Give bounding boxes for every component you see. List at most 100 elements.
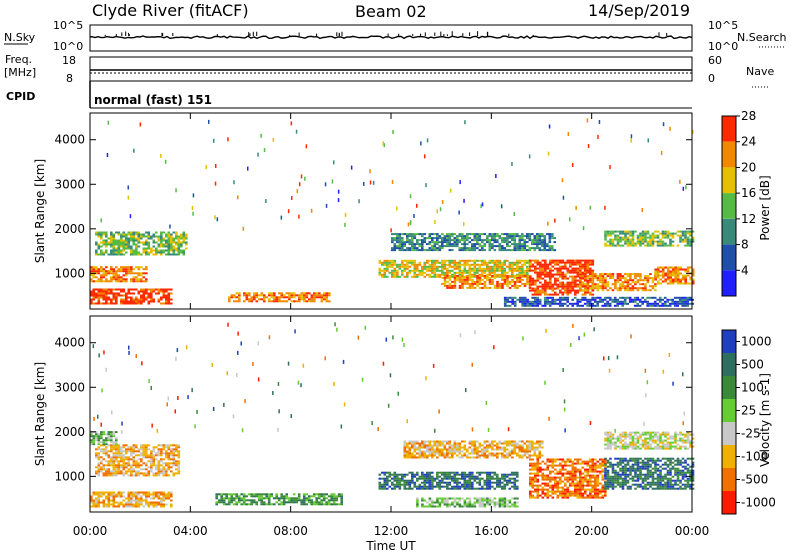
scatter-cell [518,241,522,244]
scatter-cell [157,237,161,240]
scatter-cell [418,452,422,455]
scatter-cell [638,304,642,307]
scatter-cell [325,493,328,496]
scatter-cell [157,288,161,291]
scatter-cell [534,480,537,483]
scatter-cell [478,259,482,262]
scatter-cell [473,487,477,490]
scatter-cell [413,442,417,445]
scatter-cell [473,233,477,236]
scatter-cell [446,280,449,283]
scatter-cell [536,277,540,280]
scatter-cell [466,274,469,277]
scatter-cell [686,232,690,235]
scatter-cell [122,456,126,459]
scatter-cell [471,284,474,287]
scatter-cell [631,236,635,239]
scatter-cell [549,267,552,270]
scatter-cell [401,269,404,272]
scatter-cell [263,296,266,299]
scatter-cell [431,483,434,486]
scatter-cell [556,480,560,483]
scatter-cell [661,302,664,305]
scatter-cell [508,304,512,307]
scatter-cell [97,456,101,459]
scatter-cell [523,249,527,252]
scatter-cell [541,243,544,246]
scatter-cell [486,269,489,272]
scatter-cell [531,480,535,483]
scatter-cell [100,218,102,223]
scatter-cell [443,276,447,279]
scatter-cell [589,281,592,284]
scatter-cell [606,300,609,303]
scatter-cell [486,286,489,289]
scatter-cell [493,440,497,443]
scatter-cell [446,273,449,276]
scatter-cell [310,296,314,299]
scatter-cell [100,278,103,281]
scatter-cell [641,240,645,243]
scatter-cell [413,446,417,449]
scatter-cell [456,241,459,244]
scatter-cell [317,493,321,496]
scatter-cell [92,437,96,440]
scatter-cell [579,482,582,485]
scatter-cell [438,471,442,474]
scatter-cell [539,470,542,473]
scatter-cell [250,298,254,301]
scatter-cell [631,244,635,247]
scatter-cell [325,203,328,208]
scatter-cell [656,298,659,301]
scatter-cell [461,263,464,266]
scatter-cell [135,462,138,465]
scatter-cell [320,501,323,504]
scatter-cell [534,291,537,294]
scatter-cell [403,456,407,459]
scatter-cell [263,298,266,301]
scatter-cell [656,270,660,273]
scatter-cell [167,452,171,455]
scatter-cell [132,495,136,498]
scatter-cell [416,265,419,268]
scatter-cell [320,503,323,506]
scatter-cell [518,280,522,283]
scatter-cell [312,495,316,498]
scatter-cell [125,472,128,475]
scatter-cell [463,444,467,447]
scatter-cell [586,265,590,268]
scatter-cell [122,290,126,293]
scatter-cell [100,288,103,291]
scatter-cell [554,480,557,483]
scatter-cell [539,281,542,284]
plot-title: Clyde River (fitACF) [92,1,249,20]
scatter-cell [95,435,98,438]
scatter-cell [112,460,116,463]
scatter-cell [431,275,434,278]
scatter-cell [513,473,517,476]
scatter-cell [107,454,111,457]
scatter-cell [561,486,565,489]
scatter-cell [438,275,442,278]
scatter-cell [538,450,542,453]
scatter-cell [157,497,161,500]
scatter-cell [553,249,557,252]
scatter-cell [654,230,657,233]
scatter-cell [423,275,427,278]
scatter-cell [255,495,258,498]
scatter-cell [496,241,499,244]
scatter-cell [551,464,555,467]
scatter-cell [393,487,397,490]
scatter-cell [115,272,118,275]
scatter-cell [423,479,427,482]
scatter-cell [115,466,118,469]
scatter-cell [185,243,188,246]
scatter-cell [621,244,625,247]
scatter-cell [576,462,580,465]
scatter-cell [413,263,417,266]
scatter-cell [516,473,519,476]
scatter-cell [503,483,507,486]
scatter-cell [155,288,158,291]
scatter-cell [654,289,657,292]
